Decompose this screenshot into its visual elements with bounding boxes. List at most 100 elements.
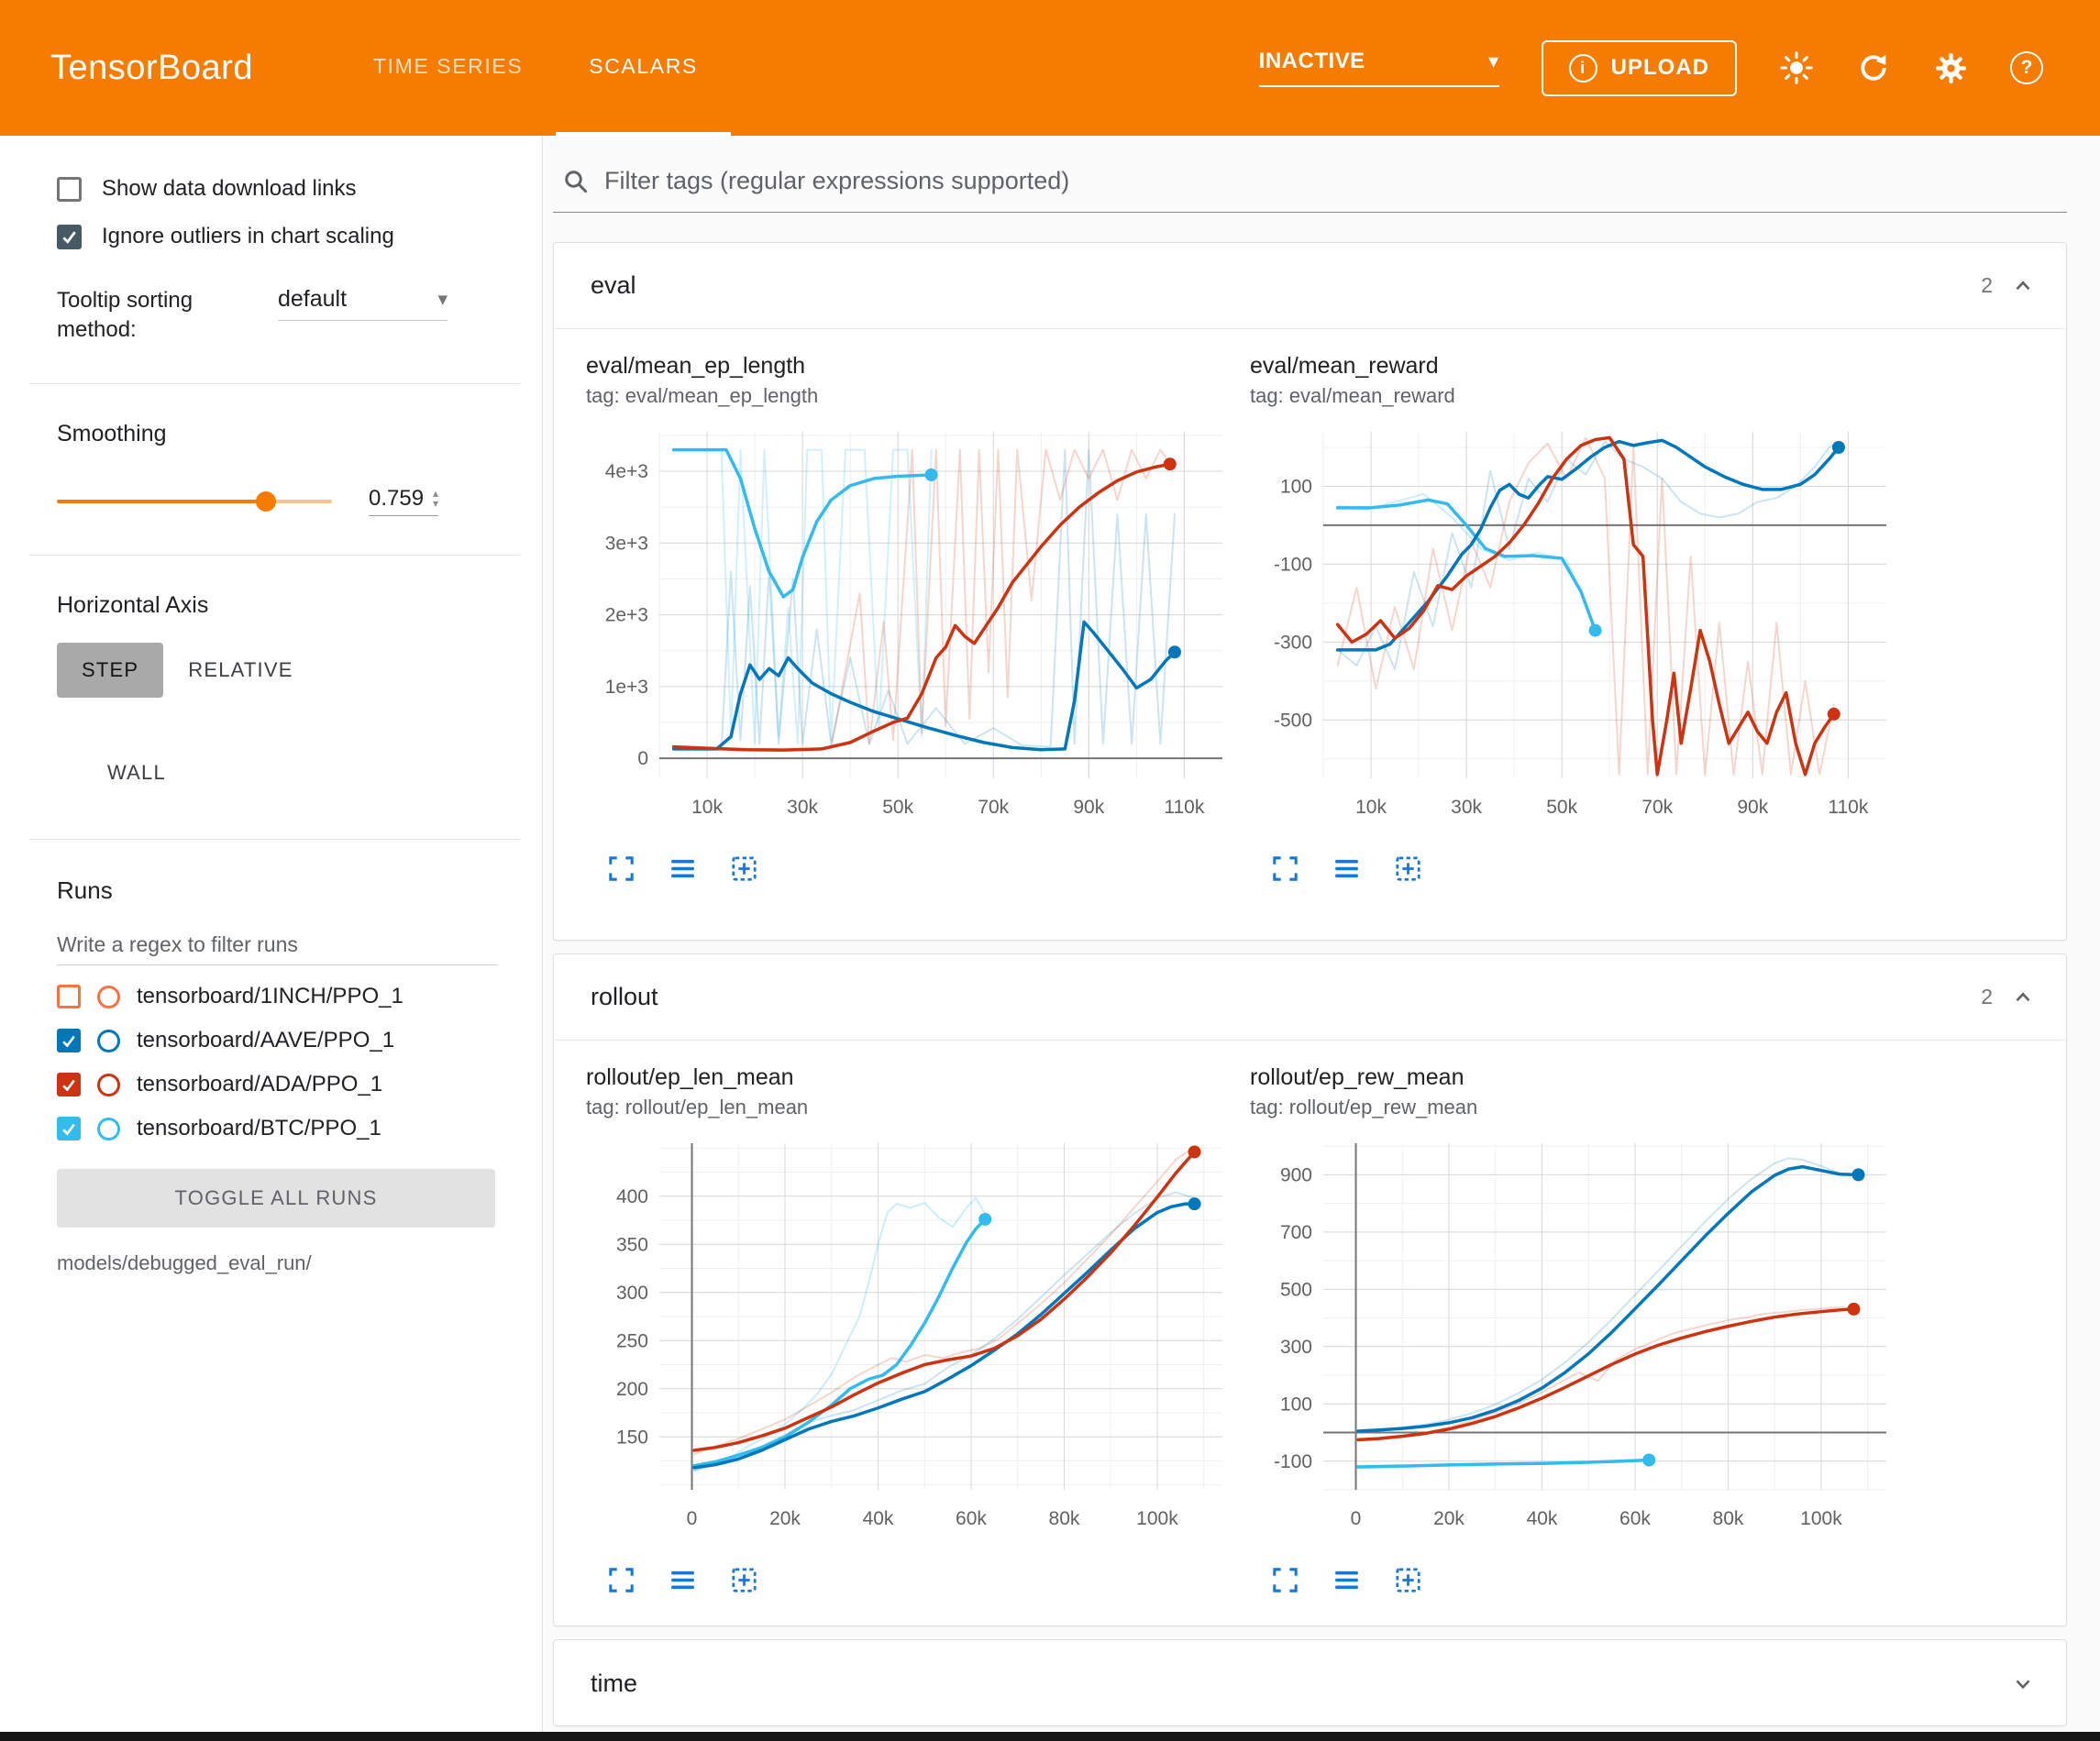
chart-title: eval/mean_reward — [1250, 353, 1892, 380]
tooltip-sorting-row: Tooltip sorting method: default ▾ — [57, 286, 514, 345]
fit-domain-icon[interactable] — [1393, 1565, 1423, 1595]
svg-text:900: 900 — [1280, 1164, 1312, 1185]
tab-time-series[interactable]: TIME SERIES — [340, 0, 556, 136]
chart-tag: tag: rollout/ep_len_mean — [586, 1096, 1228, 1119]
show-download-links-row[interactable]: Show data download links — [57, 176, 514, 202]
run-color-ring[interactable] — [97, 1118, 120, 1140]
run-checkbox[interactable] — [57, 1073, 81, 1096]
settings-sidebar: Show data download links Ignore outliers… — [0, 136, 543, 1732]
section-header-time[interactable]: time — [554, 1640, 2066, 1726]
section-header-eval[interactable]: eval 2 — [554, 243, 2066, 329]
horizontal-axis-buttons: STEP RELATIVE WALL — [57, 643, 460, 800]
ignore-outliers-row[interactable]: Ignore outliers in chart scaling — [57, 224, 514, 249]
status-dropdown[interactable]: INACTIVE ▾ — [1259, 49, 1499, 87]
run-label: tensorboard/BTC/PPO_1 — [137, 1116, 381, 1141]
run-checkbox[interactable] — [57, 985, 81, 1008]
section-title: eval — [591, 271, 636, 300]
svg-text:300: 300 — [1280, 1337, 1312, 1358]
smoothing-spinner[interactable]: ▴ ▾ — [433, 489, 438, 509]
svg-text:80k: 80k — [1049, 1508, 1080, 1529]
line-chart[interactable]: 10k30k50k70k90k110k01e+32e+33e+34e+3 — [586, 419, 1228, 850]
svg-text:250: 250 — [616, 1330, 648, 1351]
smoothing-value-input[interactable]: ▴ ▾ — [369, 486, 438, 516]
svg-text:150: 150 — [616, 1427, 648, 1448]
data-table-icon[interactable] — [668, 1565, 698, 1595]
expand-chart-icon[interactable] — [1270, 1565, 1300, 1595]
run-color-ring[interactable] — [97, 986, 120, 1008]
fit-domain-icon[interactable] — [729, 1565, 759, 1595]
svg-text:100k: 100k — [1800, 1508, 1842, 1529]
svg-text:0: 0 — [637, 748, 648, 769]
ignore-outliers-checkbox[interactable] — [57, 225, 82, 249]
chart-card-rollout-ep-rew-mean: rollout/ep_rew_mean tag: rollout/ep_rew_… — [1250, 1064, 1892, 1595]
top-app-bar: TensorBoard TIME SERIES SCALARS INACTIVE… — [0, 0, 2100, 136]
axis-wall-button[interactable]: WALL — [83, 745, 191, 800]
smoothing-value-field[interactable] — [369, 486, 433, 512]
runs-filter-input[interactable] — [57, 925, 497, 965]
section-card-time: time — [553, 1639, 2067, 1726]
chart-title: rollout/ep_len_mean — [586, 1064, 1228, 1091]
expand-chart-icon[interactable] — [606, 1565, 636, 1595]
collapse-icon[interactable] — [2011, 274, 2035, 298]
chart-card-eval-mean-reward: eval/mean_reward tag: eval/mean_reward 1… — [1250, 353, 1892, 884]
svg-text:100: 100 — [1280, 1394, 1312, 1415]
refresh-icon[interactable] — [1856, 50, 1891, 85]
tag-filter-input[interactable] — [604, 167, 2063, 195]
svg-text:40k: 40k — [863, 1508, 894, 1529]
data-table-icon[interactable] — [668, 854, 698, 884]
svg-text:110k: 110k — [1164, 797, 1204, 818]
expand-icon[interactable] — [2011, 1671, 2035, 1695]
svg-text:10k: 10k — [1355, 797, 1387, 818]
run-checkbox[interactable] — [57, 1029, 81, 1052]
run-row-aave[interactable]: tensorboard/AAVE/PPO_1 — [57, 1028, 514, 1053]
tooltip-sorting-dropdown[interactable]: default ▾ — [278, 286, 448, 321]
svg-text:10k: 10k — [691, 797, 723, 818]
toggle-all-runs-button[interactable]: TOGGLE ALL RUNS — [57, 1169, 495, 1228]
smoothing-slider[interactable] — [57, 500, 332, 503]
smoothing-row: ▴ ▾ — [57, 486, 514, 516]
svg-text:60k: 60k — [956, 1508, 987, 1529]
show-download-links-checkbox[interactable] — [57, 177, 82, 202]
svg-text:60k: 60k — [1619, 1508, 1651, 1529]
axis-step-button[interactable]: STEP — [57, 643, 163, 698]
data-table-icon[interactable] — [1332, 1565, 1362, 1595]
line-chart[interactable]: 020k40k60k80k100k150200250300350400 — [586, 1130, 1228, 1561]
upload-button[interactable]: i UPLOAD — [1542, 40, 1737, 96]
svg-text:30k: 30k — [787, 797, 818, 818]
expand-chart-icon[interactable] — [1270, 854, 1300, 884]
section-header-rollout[interactable]: rollout 2 — [554, 954, 2066, 1041]
run-color-ring[interactable] — [97, 1030, 120, 1052]
line-chart[interactable]: 020k40k60k80k100k-100100300500700900 — [1250, 1130, 1892, 1561]
run-checkbox[interactable] — [57, 1117, 81, 1140]
fit-domain-icon[interactable] — [1393, 854, 1423, 884]
brightness-icon[interactable] — [1779, 50, 1814, 85]
run-label: tensorboard/AAVE/PPO_1 — [137, 1028, 394, 1053]
run-label: tensorboard/ADA/PPO_1 — [137, 1072, 382, 1097]
collapse-icon[interactable] — [2011, 986, 2035, 1009]
fit-domain-icon[interactable] — [729, 854, 759, 884]
axis-relative-button[interactable]: RELATIVE — [163, 643, 317, 698]
divider — [29, 839, 520, 840]
svg-text:4e+3: 4e+3 — [605, 461, 648, 482]
tab-scalars[interactable]: SCALARS — [556, 0, 731, 136]
settings-gear-icon[interactable] — [1933, 50, 1968, 85]
run-row-ada[interactable]: tensorboard/ADA/PPO_1 — [57, 1072, 514, 1097]
app-logo[interactable]: TensorBoard — [50, 49, 253, 88]
expand-chart-icon[interactable] — [606, 854, 636, 884]
run-row-btc[interactable]: tensorboard/BTC/PPO_1 — [57, 1116, 514, 1141]
run-color-ring[interactable] — [97, 1074, 120, 1096]
svg-text:-100: -100 — [1274, 554, 1312, 575]
line-chart[interactable]: 10k30k50k70k90k110k100-100-300-500 — [1250, 419, 1892, 850]
svg-text:80k: 80k — [1713, 1508, 1744, 1529]
run-row-1inch[interactable]: tensorboard/1INCH/PPO_1 — [57, 984, 514, 1009]
info-icon: i — [1569, 54, 1597, 83]
svg-text:500: 500 — [1280, 1279, 1312, 1300]
chart-tag: tag: rollout/ep_rew_mean — [1250, 1096, 1892, 1119]
data-table-icon[interactable] — [1332, 854, 1362, 884]
spinner-down-icon[interactable]: ▾ — [433, 499, 438, 509]
smoothing-label: Smoothing — [57, 421, 514, 447]
help-icon[interactable]: ? — [2010, 51, 2043, 84]
section-card-rollout: rollout 2 rollout/ep_len_mean tag: rollo… — [553, 953, 2067, 1626]
section-count: 2 — [1981, 985, 1993, 1009]
smoothing-slider-thumb[interactable] — [256, 491, 276, 512]
